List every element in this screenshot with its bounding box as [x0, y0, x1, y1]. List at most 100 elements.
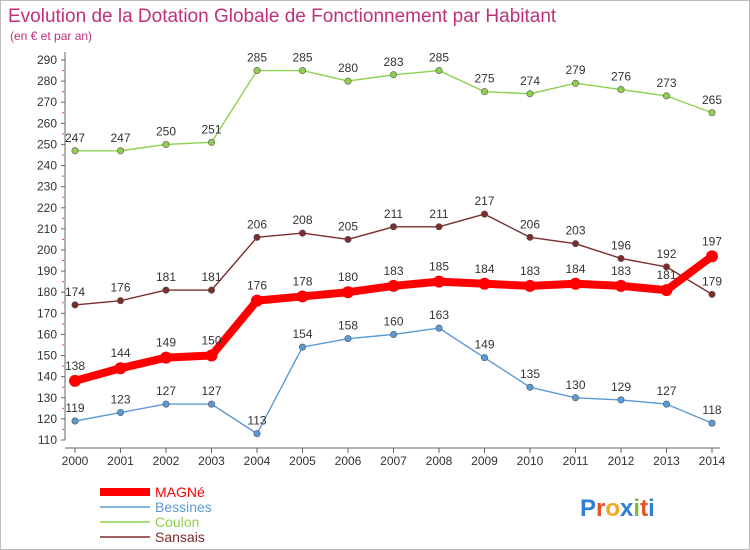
data-label-sansais: 203 [565, 224, 585, 238]
y-tick-label: 270 [37, 95, 57, 109]
data-label-coulon: 276 [611, 70, 631, 84]
data-point-magn- [296, 290, 309, 303]
data-label-sansais: 208 [292, 213, 312, 227]
data-label-magn-: 183 [611, 264, 631, 278]
data-label-sansais: 176 [110, 281, 130, 295]
logo-letter: P [580, 495, 596, 522]
x-tick-label: 2001 [107, 454, 134, 468]
data-point-sansais [571, 240, 579, 248]
data-point-magn- [342, 286, 354, 299]
data-point-coulon [480, 88, 488, 96]
data-label-magn-: 183 [383, 264, 403, 278]
data-point-coulon [571, 79, 579, 87]
data-point-coulon [253, 67, 261, 75]
data-point-sansais [435, 223, 443, 231]
data-label-sansais: 192 [656, 247, 676, 261]
data-point-magn- [433, 275, 445, 288]
data-label-sansais: 211 [429, 207, 448, 221]
data-label-bessines: 118 [702, 403, 721, 417]
data-point-coulon [526, 90, 534, 98]
data-label-sansais: 174 [65, 285, 85, 299]
logo-letter: x [620, 495, 634, 522]
data-label-coulon: 283 [383, 55, 403, 69]
y-tick-label: 120 [37, 412, 57, 426]
data-point-sansais [708, 290, 716, 298]
data-label-sansais: 179 [702, 274, 722, 288]
data-label-bessines: 113 [247, 414, 266, 428]
data-point-coulon [435, 67, 443, 75]
data-point-sansais [298, 229, 306, 237]
legend-label-bessines: Bessines [155, 499, 212, 515]
x-tick-label: 2009 [471, 454, 498, 468]
data-point-sansais [162, 286, 170, 294]
data-label-coulon: 279 [565, 63, 585, 77]
data-point-sansais [71, 301, 79, 309]
data-label-magn-: 184 [474, 262, 494, 276]
axes: 110 120 130 140 150 160 170 180 190 200 210 220 230 2… [37, 52, 726, 468]
data-label-coulon: 275 [474, 72, 494, 86]
data-label-magn-: 180 [338, 270, 358, 284]
data-point-bessines [344, 335, 352, 343]
data-point-bessines [435, 324, 443, 332]
data-label-sansais: 217 [474, 194, 494, 208]
data-point-coulon [389, 71, 397, 79]
chart-subtitle: (en € et par an) [10, 29, 92, 43]
logo-letter: r [596, 495, 605, 522]
data-label-coulon: 285 [429, 51, 449, 65]
data-label-coulon: 247 [110, 131, 130, 145]
data-point-bessines [117, 409, 125, 417]
data-point-magn- [69, 374, 81, 387]
x-tick-label: 2002 [153, 454, 180, 468]
y-tick-label: 230 [37, 180, 57, 194]
y-tick-label: 170 [37, 306, 57, 320]
data-label-sansais: 206 [520, 217, 540, 231]
data-label-sansais: 181 [156, 270, 176, 284]
proxiti-logo-text: Proxiti [580, 495, 655, 522]
data-label-bessines: 119 [65, 401, 84, 415]
data-label-magn-: 178 [292, 274, 312, 288]
data-label-magn-: 176 [247, 279, 267, 293]
x-tick-label: 2012 [608, 454, 635, 468]
data-point-coulon [298, 67, 306, 75]
series-sansais: 174 176 181 181 206 208 205 211 211 217 206 203 196 1… [65, 194, 722, 309]
data-point-magn- [569, 277, 582, 290]
data-point-bessines [298, 343, 306, 351]
data-label-sansais: 211 [384, 207, 403, 221]
data-point-bessines [708, 419, 716, 427]
legend-item-coulon: Coulon [100, 514, 199, 530]
data-point-magn- [114, 362, 127, 375]
y-tick-label: 250 [37, 137, 57, 151]
data-label-sansais: 206 [247, 217, 267, 231]
data-label-coulon: 247 [65, 131, 85, 145]
data-point-coulon [208, 138, 216, 146]
x-tick-label: 2004 [244, 454, 271, 468]
data-label-bessines: 129 [611, 380, 631, 394]
y-tick-label: 140 [37, 370, 57, 384]
data-label-bessines: 158 [338, 319, 358, 333]
data-point-magn- [205, 349, 218, 362]
data-point-bessines [662, 400, 670, 408]
y-tick-label: 260 [37, 116, 57, 130]
data-label-magn-: 197 [702, 234, 722, 248]
legend-item-bessines: Bessines [100, 499, 212, 515]
x-tick-label: 2000 [62, 454, 89, 468]
data-label-bessines: 149 [474, 338, 494, 352]
legend-label-magn-: MAGNé [155, 484, 205, 500]
logo-letter: i [633, 495, 640, 522]
x-tick-label: 2007 [380, 454, 407, 468]
series-bessines: 119 123 127 127 113 154 158 160 163 149 135 130 129 1… [65, 308, 722, 438]
data-point-bessines [71, 417, 79, 425]
data-label-sansais: 205 [338, 219, 358, 233]
data-point-coulon [162, 140, 170, 148]
data-label-coulon: 273 [656, 76, 676, 90]
data-label-bessines: 127 [156, 384, 176, 398]
data-point-sansais [344, 235, 352, 243]
data-point-sansais [208, 286, 216, 294]
data-point-sansais [526, 233, 534, 241]
x-tick-label: 2011 [563, 454, 589, 468]
x-tick-label: 2003 [198, 454, 225, 468]
data-point-sansais [662, 263, 670, 271]
data-point-magn- [160, 351, 172, 364]
legend-item-magn-: MAGNé [100, 484, 205, 500]
